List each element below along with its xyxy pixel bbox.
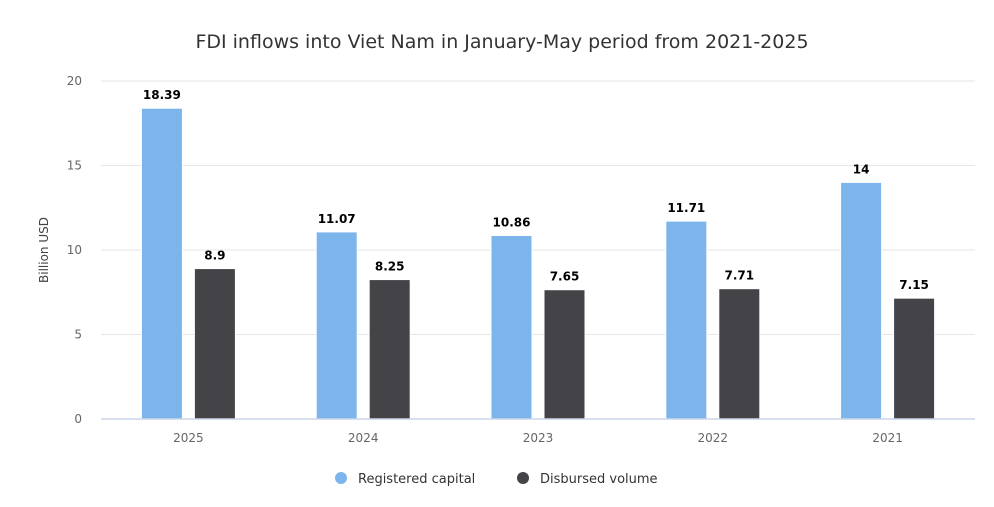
- data-label-disbursed-volume-2025: 8.9: [204, 249, 225, 263]
- data-label-registered-capital-2023: 10.86: [493, 215, 531, 229]
- data-label-registered-capital-2022: 11.71: [667, 201, 705, 215]
- legend: Registered capital Disbursed volume: [335, 472, 658, 487]
- bar-registered-capital-2025[interactable]: [140, 107, 183, 420]
- bar-disbursed-volume-2024[interactable]: [368, 279, 411, 420]
- bars: 18.39 8.9 11.07 8.25 10.86 7.65 11.71 7.71 14 7.1…: [140, 88, 936, 420]
- bar-disbursed-volume-2023[interactable]: [543, 289, 586, 420]
- bar-registered-capital-2022[interactable]: [665, 220, 708, 420]
- y-tick-label: 20: [67, 74, 82, 88]
- y-axis-title: Billion USD: [37, 217, 51, 283]
- y-tick-label: 10: [67, 243, 82, 257]
- data-label-disbursed-volume-2024: 8.25: [375, 260, 405, 274]
- legend-item-registered-capital[interactable]: Registered capital: [335, 472, 475, 487]
- data-label-registered-capital-2024: 11.07: [318, 212, 356, 226]
- legend-label-registered-capital: Registered capital: [358, 472, 475, 487]
- data-label-registered-capital-2021: 14: [853, 162, 870, 176]
- legend-label-disbursed-volume: Disbursed volume: [540, 472, 658, 487]
- legend-marker-disbursed-volume: [517, 472, 529, 484]
- bar-registered-capital-2021[interactable]: [840, 181, 883, 420]
- grid-lines: [101, 80, 975, 335]
- y-tick-label: 5: [74, 328, 82, 342]
- legend-marker-registered-capital: [335, 472, 347, 484]
- y-tick-label: 0: [74, 412, 82, 426]
- bar-disbursed-volume-2021[interactable]: [893, 297, 936, 420]
- data-label-disbursed-volume-2023: 7.65: [550, 270, 580, 284]
- bar-disbursed-volume-2025[interactable]: [193, 268, 236, 420]
- y-axis-ticks: 0 5 10 15 20: [67, 74, 82, 426]
- data-label-disbursed-volume-2022: 7.71: [724, 269, 754, 283]
- bar-registered-capital-2023[interactable]: [490, 234, 533, 420]
- x-tick-label: 2021: [872, 431, 903, 445]
- x-tick-label: 2024: [348, 431, 379, 445]
- x-tick-label: 2025: [173, 431, 204, 445]
- legend-item-disbursed-volume[interactable]: Disbursed volume: [517, 472, 658, 487]
- chart-title: FDI inflows into Viet Nam in January-May…: [195, 31, 808, 53]
- x-tick-label: 2023: [523, 431, 554, 445]
- x-axis-ticks: 2025 2024 2023 2022 2021: [173, 431, 903, 445]
- bar-disbursed-volume-2022[interactable]: [718, 288, 761, 420]
- data-label-disbursed-volume-2021: 7.15: [899, 278, 929, 292]
- y-tick-label: 15: [67, 159, 82, 173]
- data-label-registered-capital-2025: 18.39: [143, 88, 181, 102]
- bar-registered-capital-2024[interactable]: [315, 231, 358, 420]
- x-tick-label: 2022: [698, 431, 729, 445]
